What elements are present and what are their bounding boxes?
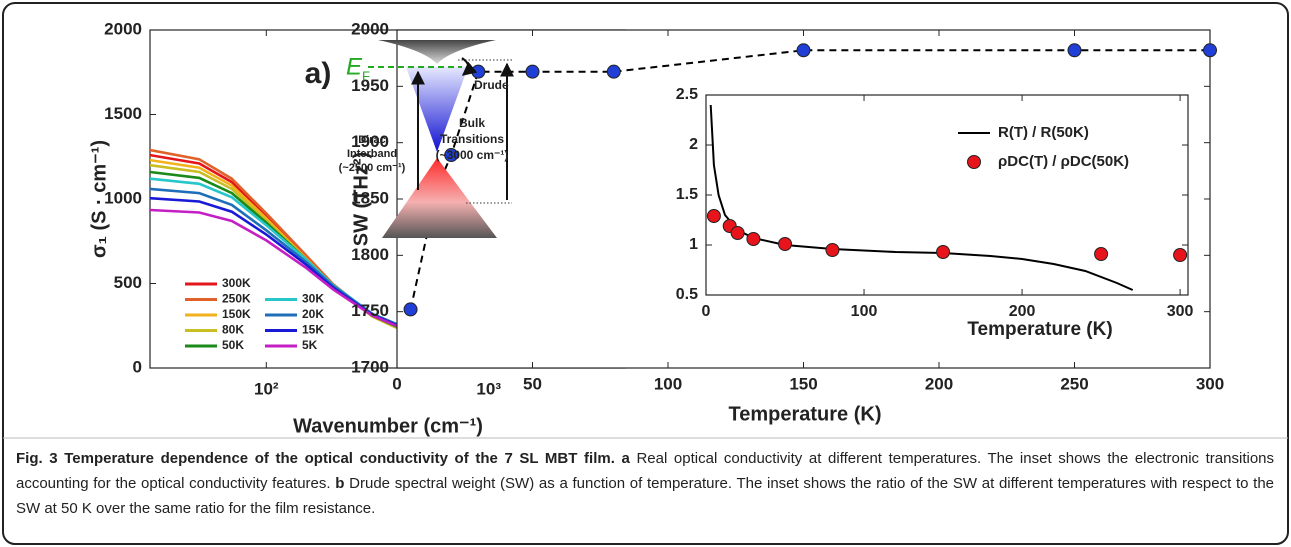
ef-symbol: E xyxy=(346,53,363,80)
y-axis-label: SW (THz²) xyxy=(350,152,372,246)
x-tick-label: 10² xyxy=(254,379,279,398)
y-tick-label: 1750 xyxy=(351,301,389,320)
legend-label: R(T) / R(50K) xyxy=(998,124,1089,141)
legend-label: 80K xyxy=(222,323,244,337)
data-point xyxy=(746,232,761,246)
bulk-label: (~3000 cm⁻¹) xyxy=(436,148,509,162)
x-tick-label: 0 xyxy=(702,303,711,320)
y-tick-label: 1800 xyxy=(351,245,389,264)
legend-label: 5K xyxy=(302,338,318,352)
x-tick-label: 100 xyxy=(851,303,878,320)
y-tick-label: 500 xyxy=(114,273,142,292)
legend-label: 50K xyxy=(222,338,244,352)
x-tick-label: 200 xyxy=(1009,303,1036,320)
x-tick-label: 0 xyxy=(392,374,401,393)
y-tick-label: 1000 xyxy=(104,188,142,207)
drude-label: Drude xyxy=(474,78,509,92)
ef-subscript: F xyxy=(362,68,370,83)
legend-label: 15K xyxy=(302,323,324,337)
y-tick-label: 0.5 xyxy=(676,286,698,303)
y-tick-label: 0 xyxy=(133,357,142,376)
plot-area xyxy=(705,94,1189,296)
y-axis-label: σ₁ (S · cm⁻¹) xyxy=(88,140,110,258)
y-tick-label: 2.5 xyxy=(676,86,698,103)
y-tick-label: 1 xyxy=(689,236,698,253)
y-tick-label: 2000 xyxy=(351,19,389,38)
data-point xyxy=(606,64,621,79)
data-point xyxy=(403,302,418,317)
data-point xyxy=(825,243,840,257)
x-tick-label: 150 xyxy=(789,374,817,393)
legend-label: ρDC(T) / ρDC(50K) xyxy=(998,153,1129,170)
x-axis-label: Wavenumber (cm⁻¹) xyxy=(293,415,483,437)
series-line xyxy=(709,104,1134,291)
legend-label: 30K xyxy=(302,292,324,306)
y-tick-label: 1500 xyxy=(104,104,142,123)
drude-arrow xyxy=(461,57,478,76)
y-tick-label: 1950 xyxy=(351,76,389,95)
band-diagram: E F Drude Dirac Interband (~2500 cm⁻¹) B… xyxy=(339,40,514,238)
x-tick-label: 250 xyxy=(1060,374,1088,393)
data-point xyxy=(1067,43,1082,58)
x-tick-label: 200 xyxy=(925,374,953,393)
data-point xyxy=(525,64,540,79)
caption-part-label: b xyxy=(335,475,345,492)
y-tick-label: 1850 xyxy=(351,188,389,207)
x-tick-label: 100 xyxy=(654,374,682,393)
dirac-cone-upper xyxy=(406,67,468,152)
caption-part-label: a xyxy=(621,450,630,467)
legend-label: 250K xyxy=(222,292,251,306)
x-tick-label: 300 xyxy=(1196,374,1224,393)
x-axis-label: Temperature (K) xyxy=(967,319,1112,340)
y-tick-label: 1.5 xyxy=(676,186,698,203)
data-point xyxy=(1203,43,1217,58)
caption-part-text: Drude spectral weight (SW) as a function… xyxy=(16,475,1275,517)
caption-title: Fig. 3 Temperature dependence of the opt… xyxy=(16,450,615,467)
figure-caption: Fig. 3 Temperature dependence of the opt… xyxy=(16,446,1274,521)
legend-label: 300K xyxy=(222,276,251,290)
y-tick-label: 1700 xyxy=(351,357,389,376)
y-tick-label: 2000 xyxy=(104,19,142,38)
legend-swatch xyxy=(967,155,981,169)
dirac-label: Interband xyxy=(347,148,397,160)
valence-band xyxy=(382,158,497,238)
data-point xyxy=(1094,247,1109,261)
x-axis-label: Temperature (K) xyxy=(729,403,882,425)
dirac-label: (~2500 cm⁻¹) xyxy=(339,162,406,174)
data-point xyxy=(936,245,951,259)
panel-label: a) xyxy=(305,57,332,90)
x-tick-label: 300 xyxy=(1167,303,1194,320)
data-point xyxy=(471,64,486,79)
y-tick-label: 2 xyxy=(689,136,698,153)
bulk-label: Bulk xyxy=(459,116,485,130)
dirac-label: Dirac xyxy=(358,134,386,146)
x-tick-label: 50 xyxy=(523,374,542,393)
data-point xyxy=(1173,248,1188,262)
data-point xyxy=(706,209,721,223)
x-tick-label: 10³ xyxy=(476,379,501,398)
data-point xyxy=(778,237,793,251)
bulk-label: Transitions xyxy=(440,132,504,146)
legend-label: 150K xyxy=(222,307,251,321)
data-point xyxy=(730,226,745,240)
conduction-band xyxy=(378,40,496,64)
data-point xyxy=(796,43,811,58)
y-tick-label: 1900 xyxy=(351,132,389,151)
legend-label: 20K xyxy=(302,307,324,321)
data-point xyxy=(444,148,459,163)
caption-part-text: Real optical conductivity at different t… xyxy=(16,450,1275,492)
